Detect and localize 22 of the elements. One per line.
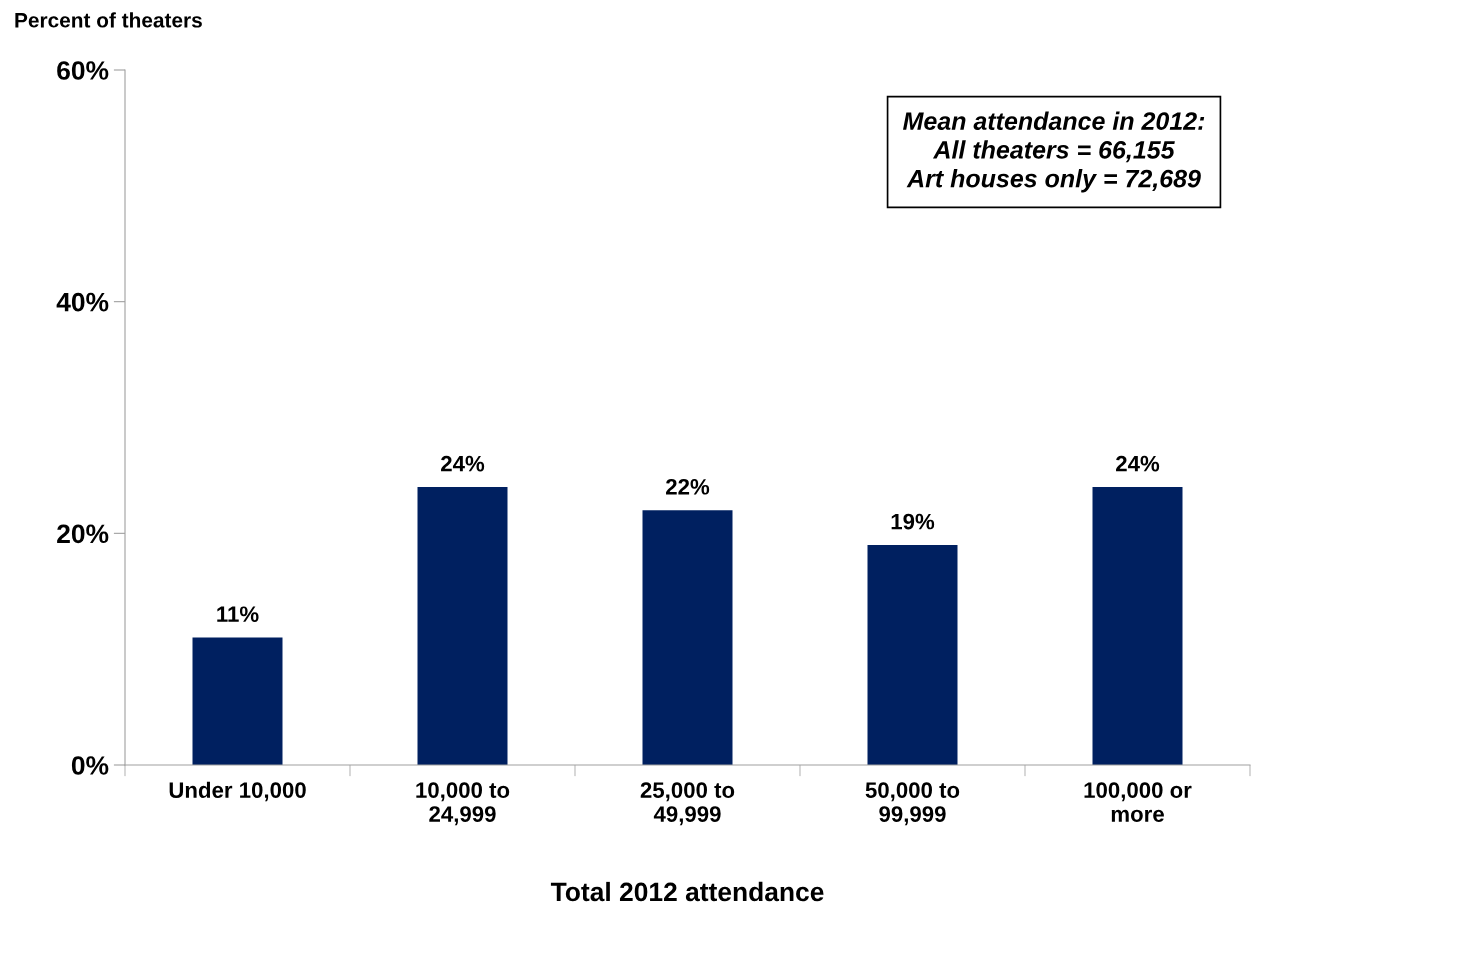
data-label: 19% <box>891 513 935 530</box>
x-tick-label: 25,000 to 49,999 <box>640 782 735 826</box>
x-axis-title: Total 2012 attendance <box>550 881 824 902</box>
x-tick-label: 50,000 to 99,999 <box>865 782 960 826</box>
bar <box>417 487 508 765</box>
bar <box>867 544 958 765</box>
data-label: 24% <box>441 455 485 472</box>
y-tick-label: 20% <box>57 524 109 544</box>
bar <box>1092 487 1183 765</box>
data-label: 22% <box>666 478 710 495</box>
data-label: 24% <box>1116 455 1160 472</box>
y-tick-label: 60% <box>57 61 109 80</box>
data-label: 11% <box>217 606 259 623</box>
x-tick-label: 10,000 to 24,999 <box>416 782 510 826</box>
x-tick-label: 100,000 or more <box>1084 782 1192 822</box>
y-axis-title: Percent of theaters <box>15 12 202 28</box>
bar <box>192 637 283 765</box>
bar <box>642 510 733 765</box>
annotation: Mean attendance in 2012: All theaters = 66,155 Art houses only = 72,689 <box>903 111 1205 193</box>
y-tick-label: 40% <box>56 292 109 312</box>
x-tick-label: Under 10,000 <box>169 781 306 802</box>
y-tick-label: 0% <box>71 756 109 775</box>
